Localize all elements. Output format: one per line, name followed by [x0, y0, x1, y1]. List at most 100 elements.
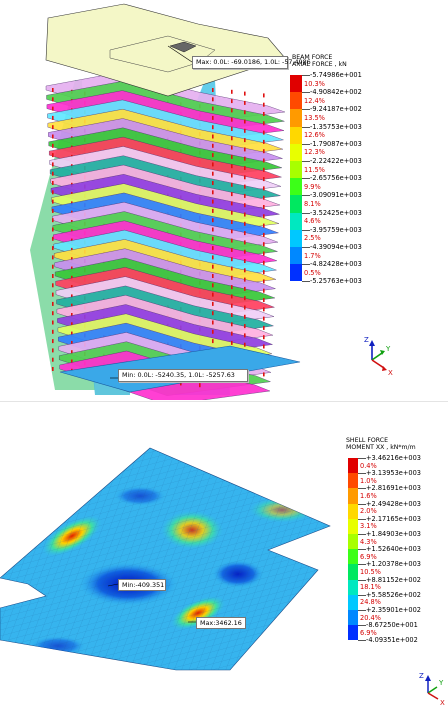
beam-boundary-tick: [302, 195, 310, 197]
slab-contour-model[interactable]: Z Y X: [0, 408, 448, 705]
column-marker: [263, 149, 265, 154]
shell-boundary-tick: [358, 549, 366, 551]
column-marker: [212, 301, 214, 306]
column-marker: [244, 277, 246, 282]
beam-boundary-value: -4.90842e+002: [310, 88, 362, 97]
shell-color-band: [348, 503, 358, 519]
beam-force-view[interactable]: Z Y X Max: 0.0L: -69.0186, 1.0L: -57.498…: [0, 0, 448, 400]
column-marker: [52, 320, 54, 325]
column-marker: [244, 166, 246, 170]
column-marker: [244, 259, 246, 263]
column-marker: [231, 294, 233, 299]
column-marker: [52, 329, 54, 334]
column-marker: [52, 357, 54, 362]
column-marker: [231, 182, 233, 187]
beam-boundary-tick: [302, 143, 310, 145]
column-marker: [263, 223, 265, 228]
column-marker: [52, 199, 54, 204]
beam-color-band: [290, 178, 302, 196]
beam-color-band: [290, 126, 302, 144]
column-marker: [244, 119, 246, 124]
column-marker: [231, 238, 233, 243]
column-marker: [263, 158, 265, 163]
shell-legend-subtitle: MOMENT XX , kN*m/m: [346, 444, 416, 451]
column-marker: [52, 348, 54, 353]
column-marker: [212, 311, 214, 316]
column-marker: [212, 153, 214, 158]
column-marker: [212, 125, 214, 130]
column-marker: [263, 139, 265, 144]
beam-min-text: Min: 0.0L: -5240.35, 1.0L: -5257.63: [122, 371, 235, 379]
column-marker: [52, 190, 54, 195]
beam-color-band: [290, 109, 302, 127]
column-marker: [263, 195, 265, 200]
column-marker: [52, 227, 54, 232]
beam-legend-subtitle: AXIAL FORCE , kN: [292, 61, 347, 68]
column-marker: [71, 303, 73, 308]
column-marker: [244, 240, 246, 245]
column-marker: [244, 156, 246, 161]
column-marker: [231, 340, 233, 345]
panel-separator: [0, 401, 448, 402]
column-marker: [52, 97, 54, 102]
column-marker: [263, 214, 265, 219]
shell-boundary-tick: [358, 564, 366, 566]
beam-boundary-value: -9.24187e+002: [310, 105, 362, 114]
column-marker: [244, 110, 246, 115]
beam-boundary-value: -1.79087e+003: [310, 139, 362, 148]
beam-color-band: [290, 75, 302, 93]
beam-boundary-tick: [302, 178, 310, 180]
beam-color-band: [290, 92, 302, 110]
column-marker: [244, 249, 246, 254]
column-marker: [212, 162, 214, 167]
column-marker: [52, 125, 54, 130]
column-marker: [71, 275, 73, 280]
column-marker: [52, 134, 54, 139]
column-marker: [244, 193, 246, 198]
beam-boundary-value: -2.65756e+003: [310, 174, 362, 183]
shell-boundary-value: +1.52640e+003: [366, 545, 421, 554]
axis-y-label: Y: [438, 679, 444, 687]
column-marker: [52, 208, 54, 213]
beam-boundary-tick: [302, 92, 310, 94]
column-marker: [263, 167, 265, 172]
column-marker: [212, 115, 214, 120]
beam-band-percent: 12.4%: [304, 96, 325, 105]
column-marker: [212, 329, 214, 334]
column-marker: [263, 205, 265, 209]
shell-boundary-value: +8.81152e+002: [366, 575, 421, 584]
beam-legend-title: BEAM FORCE: [292, 54, 333, 61]
column-marker: [52, 246, 54, 251]
shell-force-legend: SHELL FORCE MOMENT XX , kN*m/m 0.4% 1.0% 1…: [346, 437, 436, 647]
building-model[interactable]: Z Y X: [0, 0, 448, 400]
column-marker: [231, 257, 233, 262]
axis-triad-icon: Z Y X: [419, 672, 445, 705]
column-marker: [231, 313, 233, 317]
shell-boundary-value: +3.13953e+003: [366, 469, 421, 478]
beam-boundary-value: -3.95759e+003: [310, 225, 362, 234]
column-marker: [212, 274, 214, 278]
column-marker: [244, 296, 246, 301]
shell-boundary-tick: [358, 518, 366, 520]
column-marker: [231, 173, 233, 178]
shell-min-callout: Min:-409.351: [118, 579, 166, 591]
shell-force-view[interactable]: Z Y X Min:-409.351 Max:3462.16 SHELL FOR…: [0, 408, 448, 705]
column-marker: [231, 164, 233, 169]
beam-boundary-tick: [302, 75, 310, 76]
axis-triad-icon: Z Y X: [364, 336, 393, 377]
column-marker: [212, 143, 214, 148]
axis-x-label: X: [440, 699, 445, 705]
column-marker: [231, 192, 233, 197]
shell-boundary-tick: [358, 473, 366, 475]
beam-color-band: [290, 247, 302, 265]
column-marker: [52, 143, 54, 148]
column-marker: [231, 154, 233, 159]
shell-band-percent: 6.9%: [360, 628, 377, 637]
beam-boundary-value: -1.35753e+003: [310, 122, 362, 131]
shell-band-percent: 1.0%: [360, 476, 377, 485]
beam-band-percent: 12.6%: [304, 131, 325, 140]
column-marker: [212, 88, 214, 92]
column-marker: [52, 153, 54, 158]
column-marker: [244, 91, 246, 96]
axis-z-label: Z: [419, 672, 424, 680]
